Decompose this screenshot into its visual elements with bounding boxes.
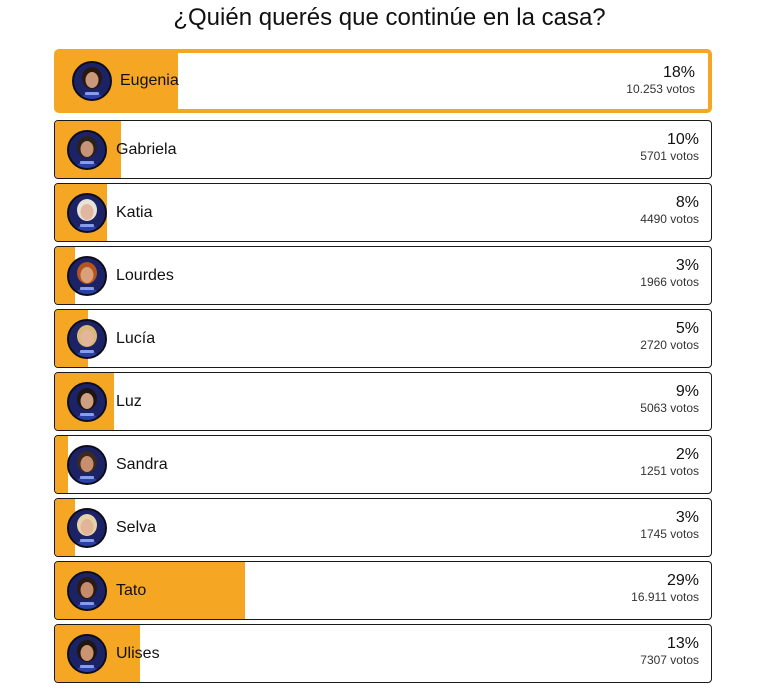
poll-option-eugenia[interactable]: Eugenia 18% 10.253 votos [54, 49, 712, 113]
vote-count: 7307 votos [640, 653, 699, 667]
vote-stats: 5% 2720 votos [640, 319, 699, 353]
poll-option-tato[interactable]: Tato 29% 16.911 votos [54, 561, 712, 620]
candidate-name: Sandra [116, 455, 168, 473]
candidate-name: Lucía [116, 329, 156, 347]
vote-percent: 3% [675, 509, 699, 526]
poll-option-luz[interactable]: Luz 9% 5063 votos [54, 372, 712, 431]
candidate-name: Ulises [116, 644, 160, 662]
poll-option-ulises[interactable]: Ulises 13% 7307 votos [54, 624, 712, 683]
vote-share-bar [55, 247, 75, 304]
avatar-icon [67, 570, 107, 611]
vote-percent: 8% [675, 194, 699, 211]
avatar-icon [67, 255, 107, 296]
avatar-icon [72, 61, 112, 101]
candidate-name: Tato [116, 581, 147, 599]
avatar-icon [67, 507, 107, 548]
vote-percent: 10% [666, 131, 699, 148]
vote-count: 4490 votos [640, 212, 699, 226]
avatar-icon [67, 444, 107, 485]
avatar-icon [67, 129, 107, 170]
poll-option-lucia[interactable]: Lucía 5% 2720 votos [54, 309, 712, 368]
candidate-name: Lourdes [116, 266, 174, 284]
vote-count: 10.253 votos [626, 82, 695, 96]
vote-percent: 29% [666, 572, 699, 589]
vote-percent: 13% [666, 635, 699, 652]
candidate-name: Eugenia [120, 72, 179, 89]
vote-count: 1251 votos [640, 464, 699, 478]
vote-stats: 18% 10.253 votos [626, 63, 695, 97]
vote-stats: 13% 7307 votos [640, 634, 699, 668]
poll-option-sandra[interactable]: Sandra 2% 1251 votos [54, 435, 712, 494]
vote-count: 2720 votos [640, 338, 699, 352]
vote-stats: 9% 5063 votos [640, 382, 699, 416]
poll-option-gabriela[interactable]: Gabriela 10% 5701 votos [54, 120, 712, 179]
vote-count: 5063 votos [640, 401, 699, 415]
vote-percent: 2% [675, 446, 699, 463]
vote-percent: 5% [675, 320, 699, 337]
vote-percent: 9% [675, 383, 699, 400]
vote-share-bar [55, 499, 75, 556]
poll-title: ¿Quién querés que continúe en la casa? [173, 4, 606, 31]
vote-stats: 2% 1251 votos [640, 445, 699, 479]
vote-stats: 8% 4490 votos [640, 193, 699, 227]
avatar-icon [67, 318, 107, 359]
avatar-icon [67, 633, 107, 674]
vote-count: 5701 votos [640, 149, 699, 163]
vote-count: 16.911 votos [631, 590, 699, 604]
vote-count: 1745 votos [640, 527, 699, 541]
vote-stats: 29% 16.911 votos [631, 571, 699, 605]
vote-count: 1966 votos [640, 275, 699, 289]
candidate-name: Selva [116, 518, 157, 536]
vote-percent: 18% [662, 64, 695, 81]
poll-option-lourdes[interactable]: Lourdes 3% 1966 votos [54, 246, 712, 305]
vote-percent: 3% [675, 257, 699, 274]
poll-options-list: Eugenia 18% 10.253 votos Gabriela 10% 5701 vo… [54, 49, 712, 687]
poll-option-katia[interactable]: Katia 8% 4490 votos [54, 183, 712, 242]
avatar-icon [67, 192, 107, 233]
candidate-name: Gabriela [116, 140, 177, 158]
vote-share-bar [55, 436, 69, 493]
candidate-name: Luz [116, 392, 142, 410]
vote-stats: 10% 5701 votos [640, 130, 699, 164]
vote-stats: 3% 1745 votos [640, 508, 699, 542]
poll-option-selva[interactable]: Selva 3% 1745 votos [54, 498, 712, 557]
vote-stats: 3% 1966 votos [640, 256, 699, 290]
avatar-icon [67, 381, 107, 422]
candidate-name: Katia [116, 203, 153, 221]
